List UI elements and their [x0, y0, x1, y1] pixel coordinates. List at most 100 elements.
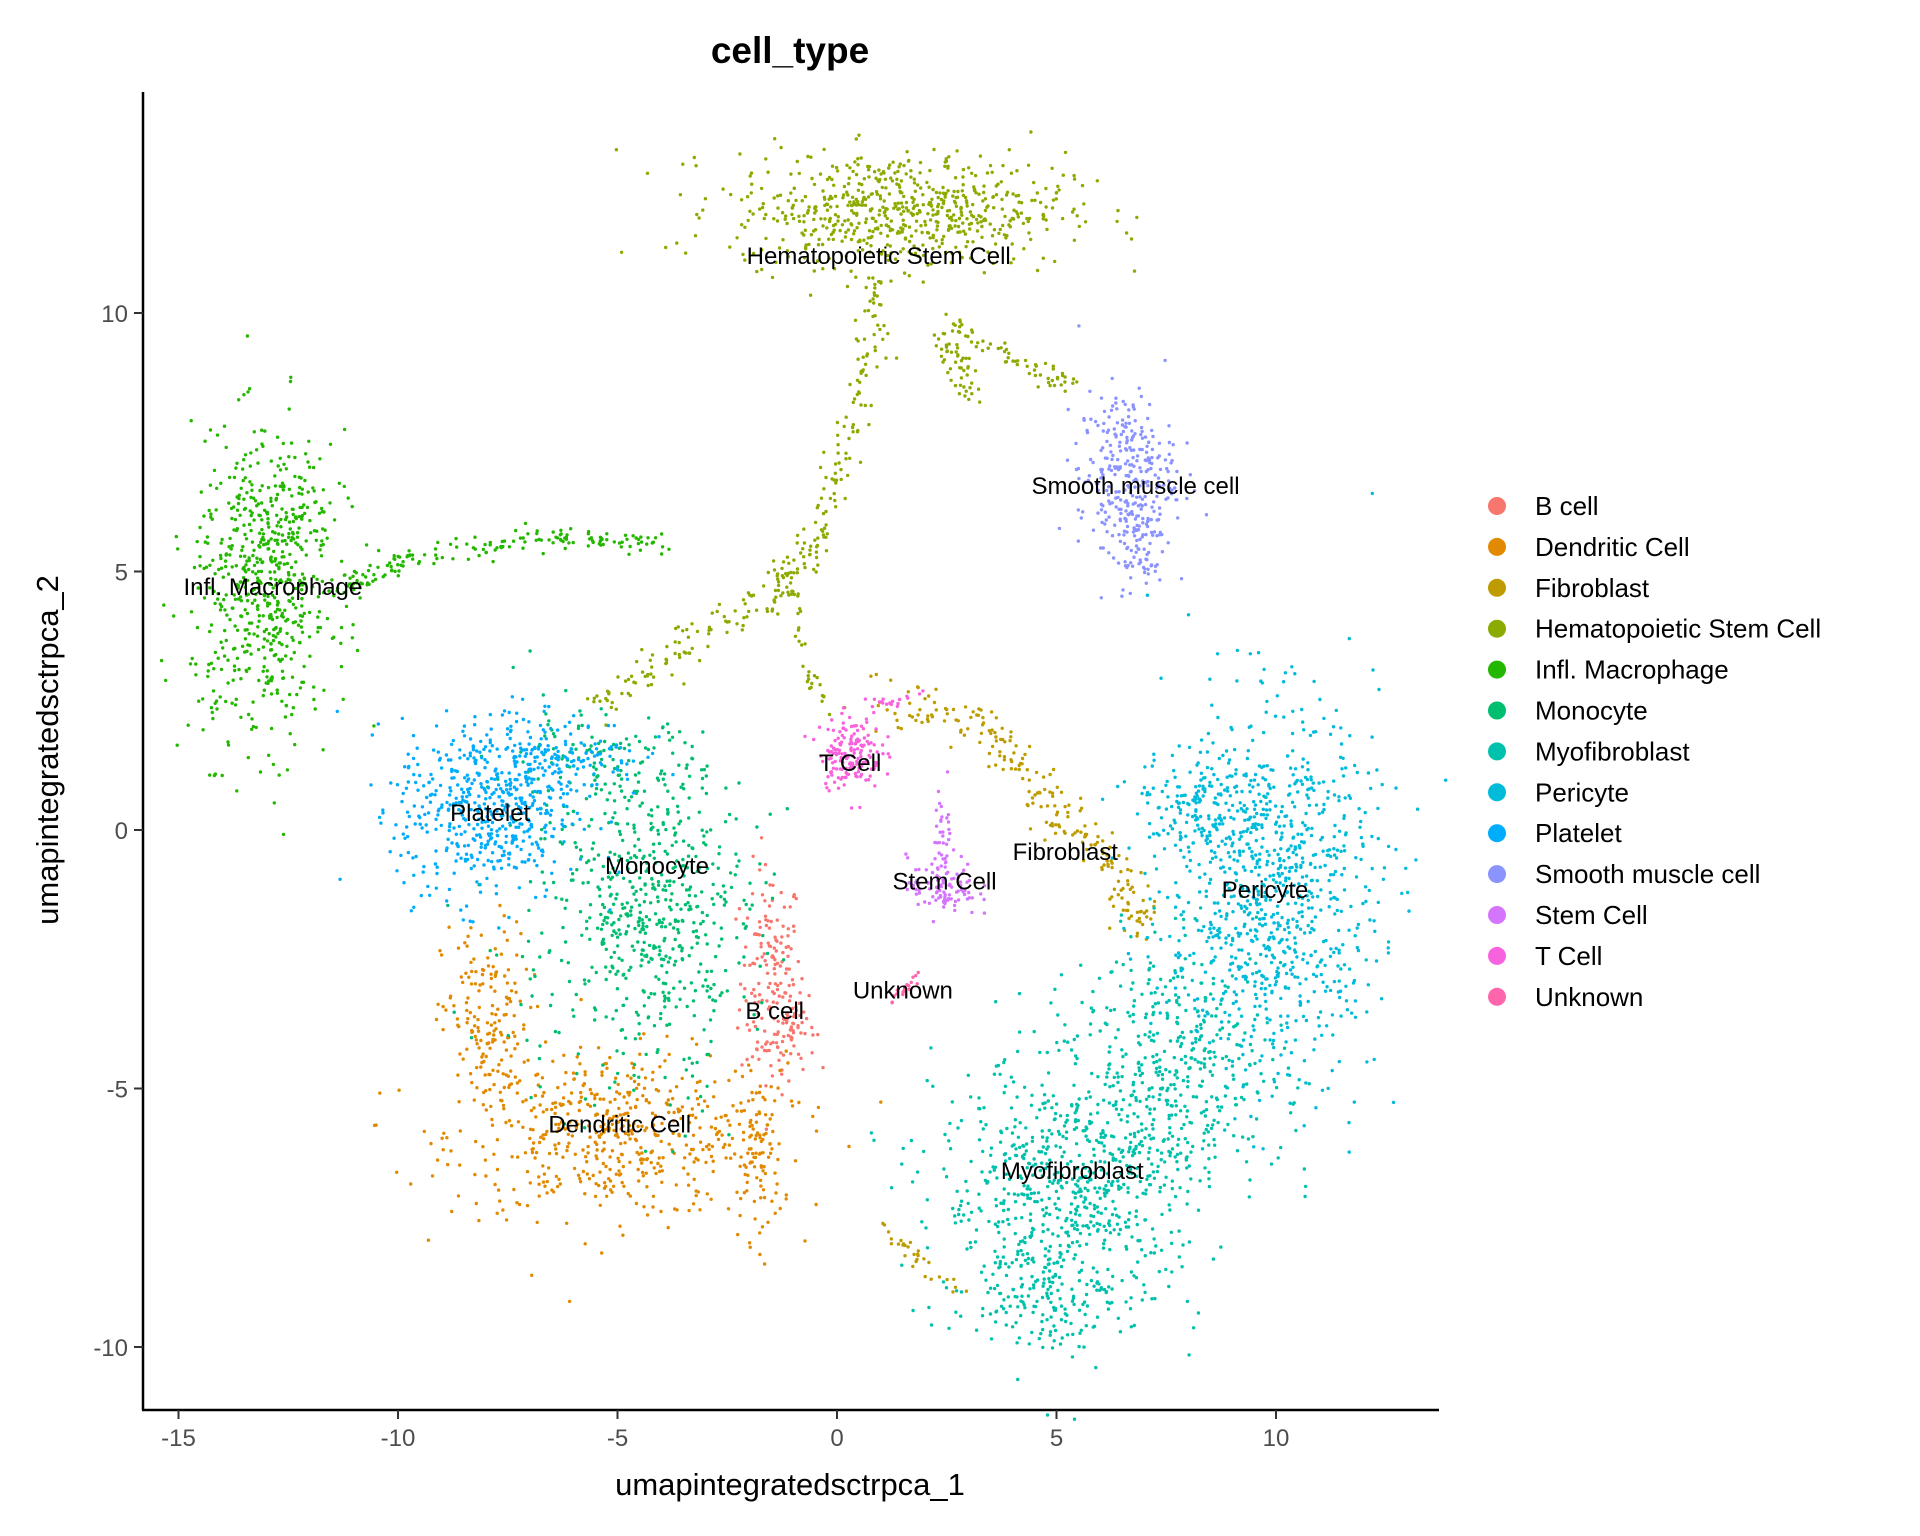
- point: [351, 574, 355, 578]
- point: [758, 1151, 763, 1155]
- point: [1146, 884, 1150, 888]
- point: [505, 938, 509, 942]
- point: [822, 487, 826, 491]
- point: [1102, 1144, 1106, 1148]
- point: [986, 346, 990, 350]
- point: [709, 986, 713, 991]
- point: [604, 1164, 608, 1169]
- point: [756, 1011, 761, 1016]
- point: [774, 938, 778, 942]
- point: [616, 1071, 620, 1076]
- point: [657, 920, 662, 925]
- point: [974, 1228, 979, 1232]
- point: [271, 638, 276, 643]
- point: [753, 1217, 757, 1221]
- point: [1112, 1007, 1117, 1012]
- point: [1233, 1096, 1238, 1101]
- point: [868, 299, 872, 303]
- point: [1208, 1056, 1212, 1061]
- point: [1053, 1202, 1057, 1206]
- point: [1187, 1240, 1192, 1244]
- point: [469, 1036, 474, 1040]
- point: [1128, 1145, 1132, 1149]
- point: [884, 207, 888, 211]
- point: [1182, 1122, 1186, 1127]
- point: [1147, 1094, 1151, 1099]
- point: [752, 987, 756, 992]
- point: [1085, 1180, 1090, 1184]
- point: [666, 1098, 670, 1102]
- point: [740, 223, 744, 227]
- point: [869, 244, 873, 248]
- point: [946, 189, 950, 193]
- point: [263, 656, 267, 660]
- point: [800, 231, 804, 235]
- point: [198, 554, 202, 559]
- point: [251, 553, 255, 558]
- point: [1010, 216, 1014, 221]
- point: [465, 944, 469, 948]
- point: [936, 195, 940, 200]
- point: [1049, 1291, 1054, 1296]
- point: [1138, 1073, 1143, 1078]
- point: [1103, 1238, 1107, 1242]
- point: [234, 466, 238, 470]
- point: [262, 688, 266, 692]
- point: [939, 347, 944, 351]
- point: [1004, 193, 1009, 197]
- point: [619, 1028, 623, 1033]
- point: [600, 1251, 604, 1255]
- point: [928, 168, 932, 173]
- point: [963, 705, 968, 709]
- point: [1111, 1084, 1115, 1088]
- point: [269, 641, 273, 646]
- point: [652, 992, 657, 996]
- point: [256, 607, 260, 612]
- point: [835, 420, 840, 425]
- point: [832, 478, 836, 482]
- point: [1163, 985, 1168, 989]
- point: [1247, 1195, 1252, 1199]
- point: [993, 242, 998, 246]
- point: [760, 1225, 765, 1229]
- point: [667, 1142, 671, 1146]
- point: [901, 227, 905, 231]
- point: [1108, 1085, 1112, 1089]
- point: [509, 989, 514, 993]
- point: [795, 571, 799, 575]
- point: [874, 176, 878, 180]
- point: [638, 804, 642, 808]
- point: [782, 1034, 786, 1039]
- point: [1173, 1099, 1178, 1103]
- point: [521, 1125, 525, 1130]
- point: [273, 557, 278, 561]
- point: [290, 596, 295, 600]
- point: [571, 1071, 576, 1075]
- point: [261, 645, 266, 649]
- point: [1003, 360, 1008, 364]
- point: [652, 1129, 657, 1133]
- point: [633, 926, 637, 931]
- point: [1083, 1312, 1087, 1317]
- point: [691, 999, 696, 1003]
- point: [823, 217, 827, 221]
- point: [733, 1069, 738, 1073]
- point: [821, 511, 826, 516]
- point: [717, 845, 722, 849]
- point: [585, 926, 589, 931]
- point: [658, 949, 662, 953]
- point: [291, 621, 295, 625]
- point: [643, 1149, 648, 1154]
- point: [814, 209, 818, 213]
- point: [721, 187, 725, 191]
- point: [1076, 1179, 1080, 1183]
- point: [641, 921, 645, 925]
- point: [898, 162, 902, 166]
- point: [472, 957, 476, 961]
- point: [253, 598, 257, 602]
- point: [705, 913, 709, 918]
- point: [915, 1170, 920, 1174]
- point: [956, 224, 961, 229]
- point: [1089, 843, 1093, 847]
- point: [789, 570, 793, 575]
